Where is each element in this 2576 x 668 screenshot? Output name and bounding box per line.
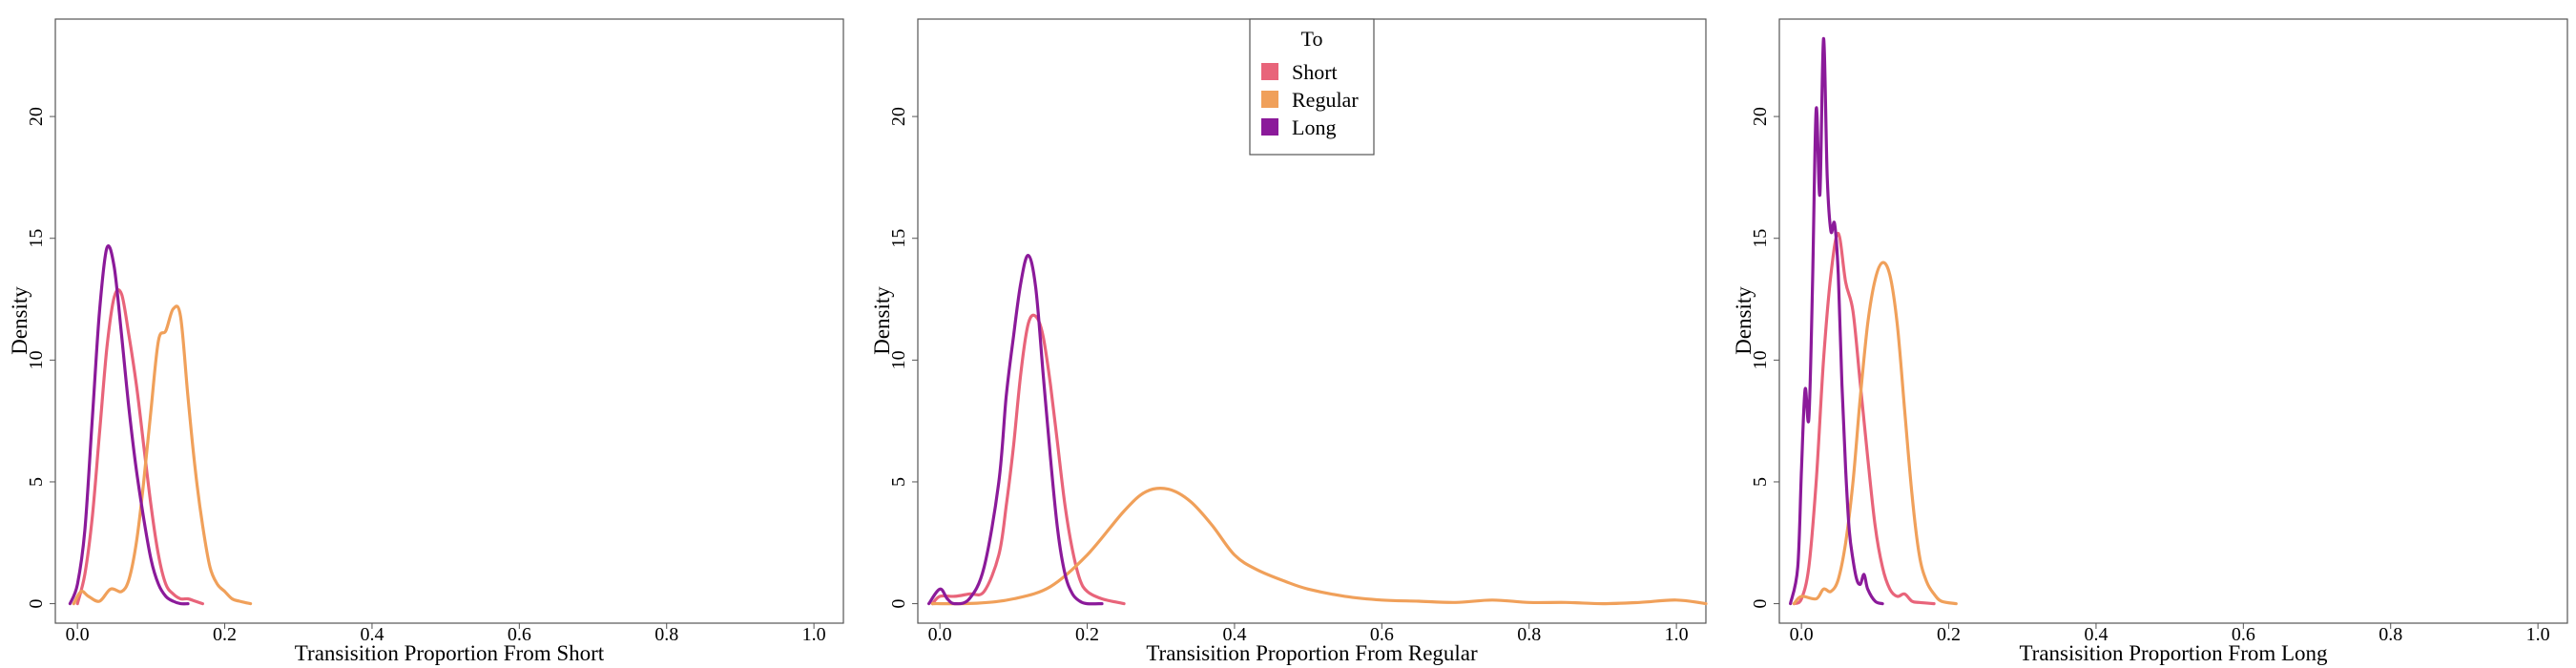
y-tick-label: 0 bbox=[1750, 599, 1771, 609]
x-tick-label: 0.0 bbox=[928, 624, 952, 645]
y-tick-label: 15 bbox=[888, 229, 909, 248]
y-tick-label: 20 bbox=[888, 107, 909, 126]
density-curves bbox=[927, 253, 1708, 606]
legend-title: To bbox=[1301, 27, 1323, 51]
y-axis-ticks: 0 5 10 15 20 bbox=[1750, 107, 1779, 609]
y-tick-label: 5 bbox=[1750, 477, 1771, 487]
x-tick-label: 0.6 bbox=[2232, 624, 2255, 645]
density-curves bbox=[68, 244, 253, 606]
x-axis-ticks: 0.0 0.2 0.4 0.6 0.8 1.0 bbox=[1790, 623, 2550, 645]
y-axis-title: Density bbox=[870, 286, 894, 355]
y-axis-title: Density bbox=[1732, 286, 1755, 355]
density-line-regular bbox=[1792, 261, 1958, 606]
density-line-long bbox=[68, 244, 190, 606]
legend: To Short Regular Long bbox=[1249, 18, 1375, 156]
x-tick-label: 0.4 bbox=[2084, 624, 2108, 645]
x-tick-label: 0.8 bbox=[1517, 624, 1541, 645]
plot-frame bbox=[1778, 18, 2568, 624]
legend-swatch-regular bbox=[1261, 91, 1278, 108]
y-tick-label: 15 bbox=[26, 229, 47, 248]
x-tick-label: 0.6 bbox=[508, 624, 531, 645]
x-axis-ticks: 0.0 0.2 0.4 0.6 0.8 1.0 bbox=[66, 623, 826, 645]
y-tick-label: 10 bbox=[888, 350, 909, 369]
x-tick-label: 0.8 bbox=[654, 624, 678, 645]
density-panel-from-long: 0.0 0.2 0.4 0.6 0.8 1.0 0 5 10 15 20 Transisition… bbox=[1732, 18, 2568, 665]
y-tick-label: 20 bbox=[26, 107, 47, 126]
density-line-regular bbox=[930, 487, 1708, 606]
x-tick-label: 0.2 bbox=[1075, 624, 1099, 645]
legend-swatch-short bbox=[1261, 63, 1278, 80]
x-tick-label: 1.0 bbox=[1665, 624, 1689, 645]
x-tick-label: 0.0 bbox=[1790, 624, 1814, 645]
plot-frame bbox=[54, 18, 844, 624]
x-tick-label: 0.2 bbox=[1937, 624, 1961, 645]
x-axis-ticks: 0.0 0.2 0.4 0.6 0.8 1.0 bbox=[928, 623, 1689, 645]
density-line-regular bbox=[72, 304, 253, 606]
y-tick-label: 20 bbox=[1750, 107, 1771, 126]
x-tick-label: 0.8 bbox=[2379, 624, 2402, 645]
y-tick-label: 5 bbox=[888, 477, 909, 487]
density-line-short bbox=[930, 313, 1126, 606]
density-line-long bbox=[927, 253, 1104, 606]
y-axis-ticks: 0 5 10 15 20 bbox=[888, 107, 918, 609]
density-panel-from-short: 0.0 0.2 0.4 0.6 0.8 1.0 0 5 10 15 20 Transisition… bbox=[8, 18, 844, 665]
density-curves bbox=[1789, 36, 1958, 606]
x-tick-label: 0.4 bbox=[360, 624, 384, 645]
y-tick-label: 15 bbox=[1750, 229, 1771, 248]
x-axis-title: Transisition Proportion From Short bbox=[295, 641, 605, 665]
y-tick-label: 0 bbox=[26, 599, 47, 609]
x-tick-label: 0.2 bbox=[213, 624, 237, 645]
x-tick-label: 1.0 bbox=[2526, 624, 2550, 645]
x-tick-label: 0.6 bbox=[1370, 624, 1394, 645]
legend-label-short: Short bbox=[1292, 60, 1338, 84]
density-line-short bbox=[1792, 231, 1936, 606]
y-tick-label: 10 bbox=[1750, 350, 1771, 369]
y-axis-title: Density bbox=[8, 286, 31, 355]
x-axis-title: Transisition Proportion From Long bbox=[2019, 641, 2328, 665]
legend-label-regular: Regular bbox=[1292, 88, 1359, 112]
x-tick-label: 1.0 bbox=[802, 624, 826, 645]
density-line-short bbox=[75, 288, 204, 606]
y-tick-label: 10 bbox=[26, 350, 47, 369]
density-line-long bbox=[1789, 36, 1884, 606]
y-axis-ticks: 0 5 10 15 20 bbox=[26, 107, 55, 609]
x-tick-label: 0.4 bbox=[1222, 624, 1246, 645]
y-tick-label: 5 bbox=[26, 477, 47, 487]
legend-swatch-long bbox=[1261, 118, 1278, 136]
y-tick-label: 0 bbox=[888, 599, 909, 609]
x-axis-title: Transisition Proportion From Regular bbox=[1146, 641, 1478, 665]
legend-label-long: Long bbox=[1292, 115, 1336, 139]
x-tick-label: 0.0 bbox=[66, 624, 90, 645]
density-panel-from-regular: 0.0 0.2 0.4 0.6 0.8 1.0 0 5 10 15 20 Transisition… bbox=[870, 18, 1708, 665]
